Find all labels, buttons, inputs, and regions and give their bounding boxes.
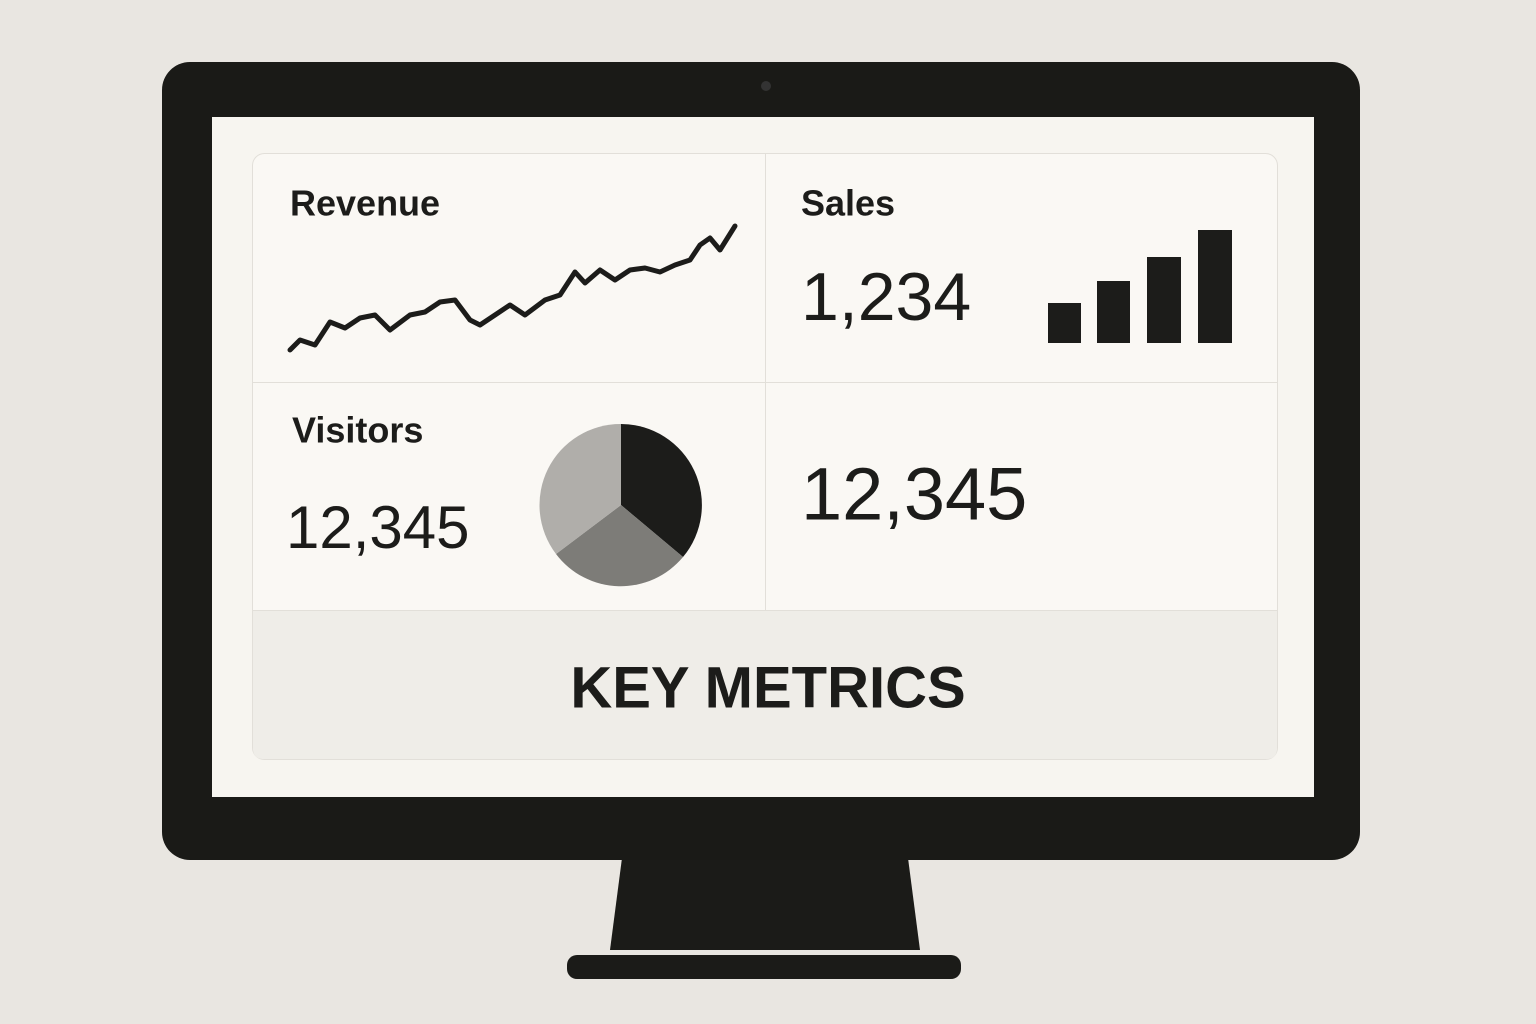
widget-title: Revenue (290, 183, 440, 224)
widget-value: 1,234 (801, 259, 971, 335)
bar-icon (1048, 230, 1232, 343)
monitor-base (567, 955, 961, 979)
widget-title: Visitors (292, 410, 423, 451)
widget-title: Sales (801, 183, 895, 224)
sparkline-icon (287, 223, 738, 353)
pie-icon (539, 423, 702, 587)
camera (761, 81, 771, 91)
widget-value: 12,345 (286, 494, 470, 561)
footer-title: KEY METRICS (570, 655, 965, 720)
widget-value: 12,345 (801, 453, 1027, 536)
footer-panel (253, 610, 1277, 759)
monitor-stand (610, 858, 920, 950)
